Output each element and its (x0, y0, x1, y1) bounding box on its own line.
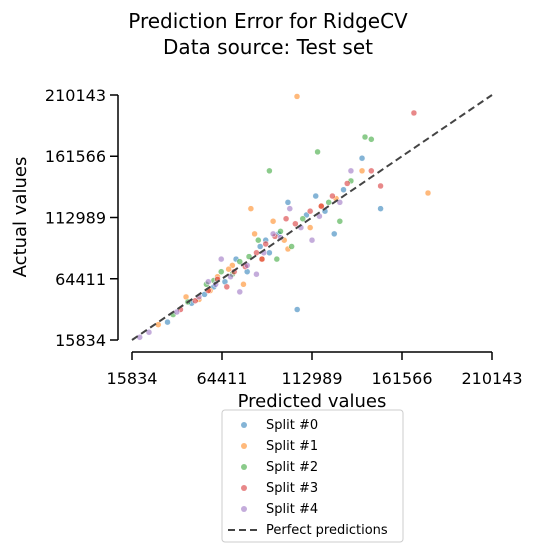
point (306, 207, 314, 215)
legend-label: Perfect predictions (266, 523, 388, 538)
point (410, 109, 418, 117)
point (227, 273, 234, 280)
legend-label: Split #2 (266, 460, 318, 475)
y-axis-label: Actual values (10, 157, 31, 278)
point (336, 199, 344, 206)
point (340, 186, 347, 193)
point (368, 136, 375, 143)
point (361, 133, 369, 141)
legend-label: Split #0 (266, 418, 318, 433)
point (269, 218, 277, 225)
y-tick-label: 210143 (45, 86, 106, 105)
point (236, 288, 244, 296)
x-tick-label: 15834 (107, 369, 158, 388)
point (358, 154, 366, 162)
point (358, 167, 366, 175)
point (258, 255, 266, 263)
point (306, 224, 314, 231)
point (314, 148, 321, 156)
point (284, 199, 292, 206)
legend-label: Split #4 (266, 502, 318, 517)
point (282, 215, 290, 222)
point (262, 240, 269, 248)
point (347, 167, 355, 175)
y-tick-label: 64411 (55, 270, 106, 289)
point (217, 268, 225, 275)
point (236, 258, 244, 265)
y-tick-label: 161566 (45, 147, 106, 166)
point (336, 218, 344, 225)
point (247, 205, 255, 212)
point (286, 205, 294, 212)
point (253, 249, 260, 257)
point (217, 255, 225, 263)
point (424, 189, 432, 197)
point (164, 318, 171, 326)
point (293, 93, 301, 100)
point (253, 270, 260, 278)
point (256, 243, 264, 250)
point (245, 253, 253, 260)
point (205, 278, 212, 286)
point (266, 167, 273, 175)
point (343, 180, 351, 187)
perfect-line (131, 94, 493, 341)
point (273, 255, 281, 263)
point (312, 192, 319, 200)
x-tick-label: 161566 (371, 369, 432, 388)
legend-marker (241, 464, 247, 470)
point (288, 243, 295, 250)
point (225, 265, 232, 273)
legend-label: Split #3 (266, 481, 318, 496)
point (255, 236, 262, 244)
point (331, 230, 338, 238)
point (266, 249, 273, 257)
y-tick-label: 112989 (45, 208, 106, 227)
chart-title: Prediction Error for RidgeCV (128, 9, 408, 33)
point (318, 202, 325, 210)
point (299, 215, 307, 222)
legend-marker (241, 422, 247, 428)
point (293, 306, 301, 313)
x-axis-label: Predicted values (238, 391, 387, 412)
point (329, 192, 336, 200)
legend-marker (241, 443, 247, 449)
point (223, 283, 231, 291)
legend-marker (241, 506, 247, 512)
legend-box (221, 409, 404, 543)
point (308, 236, 316, 244)
point (173, 308, 181, 316)
point (251, 230, 258, 238)
chart-subtitle: Data source: Test set (163, 35, 373, 59)
point (269, 230, 277, 238)
point (377, 205, 384, 212)
x-tick-label: 210143 (461, 369, 522, 388)
point (377, 182, 384, 190)
point (292, 220, 299, 228)
point (277, 228, 284, 235)
point (325, 199, 332, 206)
point (240, 281, 247, 288)
legend-label: Split #1 (266, 439, 318, 454)
point (368, 167, 375, 175)
point (145, 328, 153, 336)
legend-marker (241, 485, 247, 491)
x-tick-label: 64411 (197, 369, 248, 388)
y-tick-label: 15834 (55, 331, 106, 350)
x-tick-label: 112989 (281, 369, 342, 388)
